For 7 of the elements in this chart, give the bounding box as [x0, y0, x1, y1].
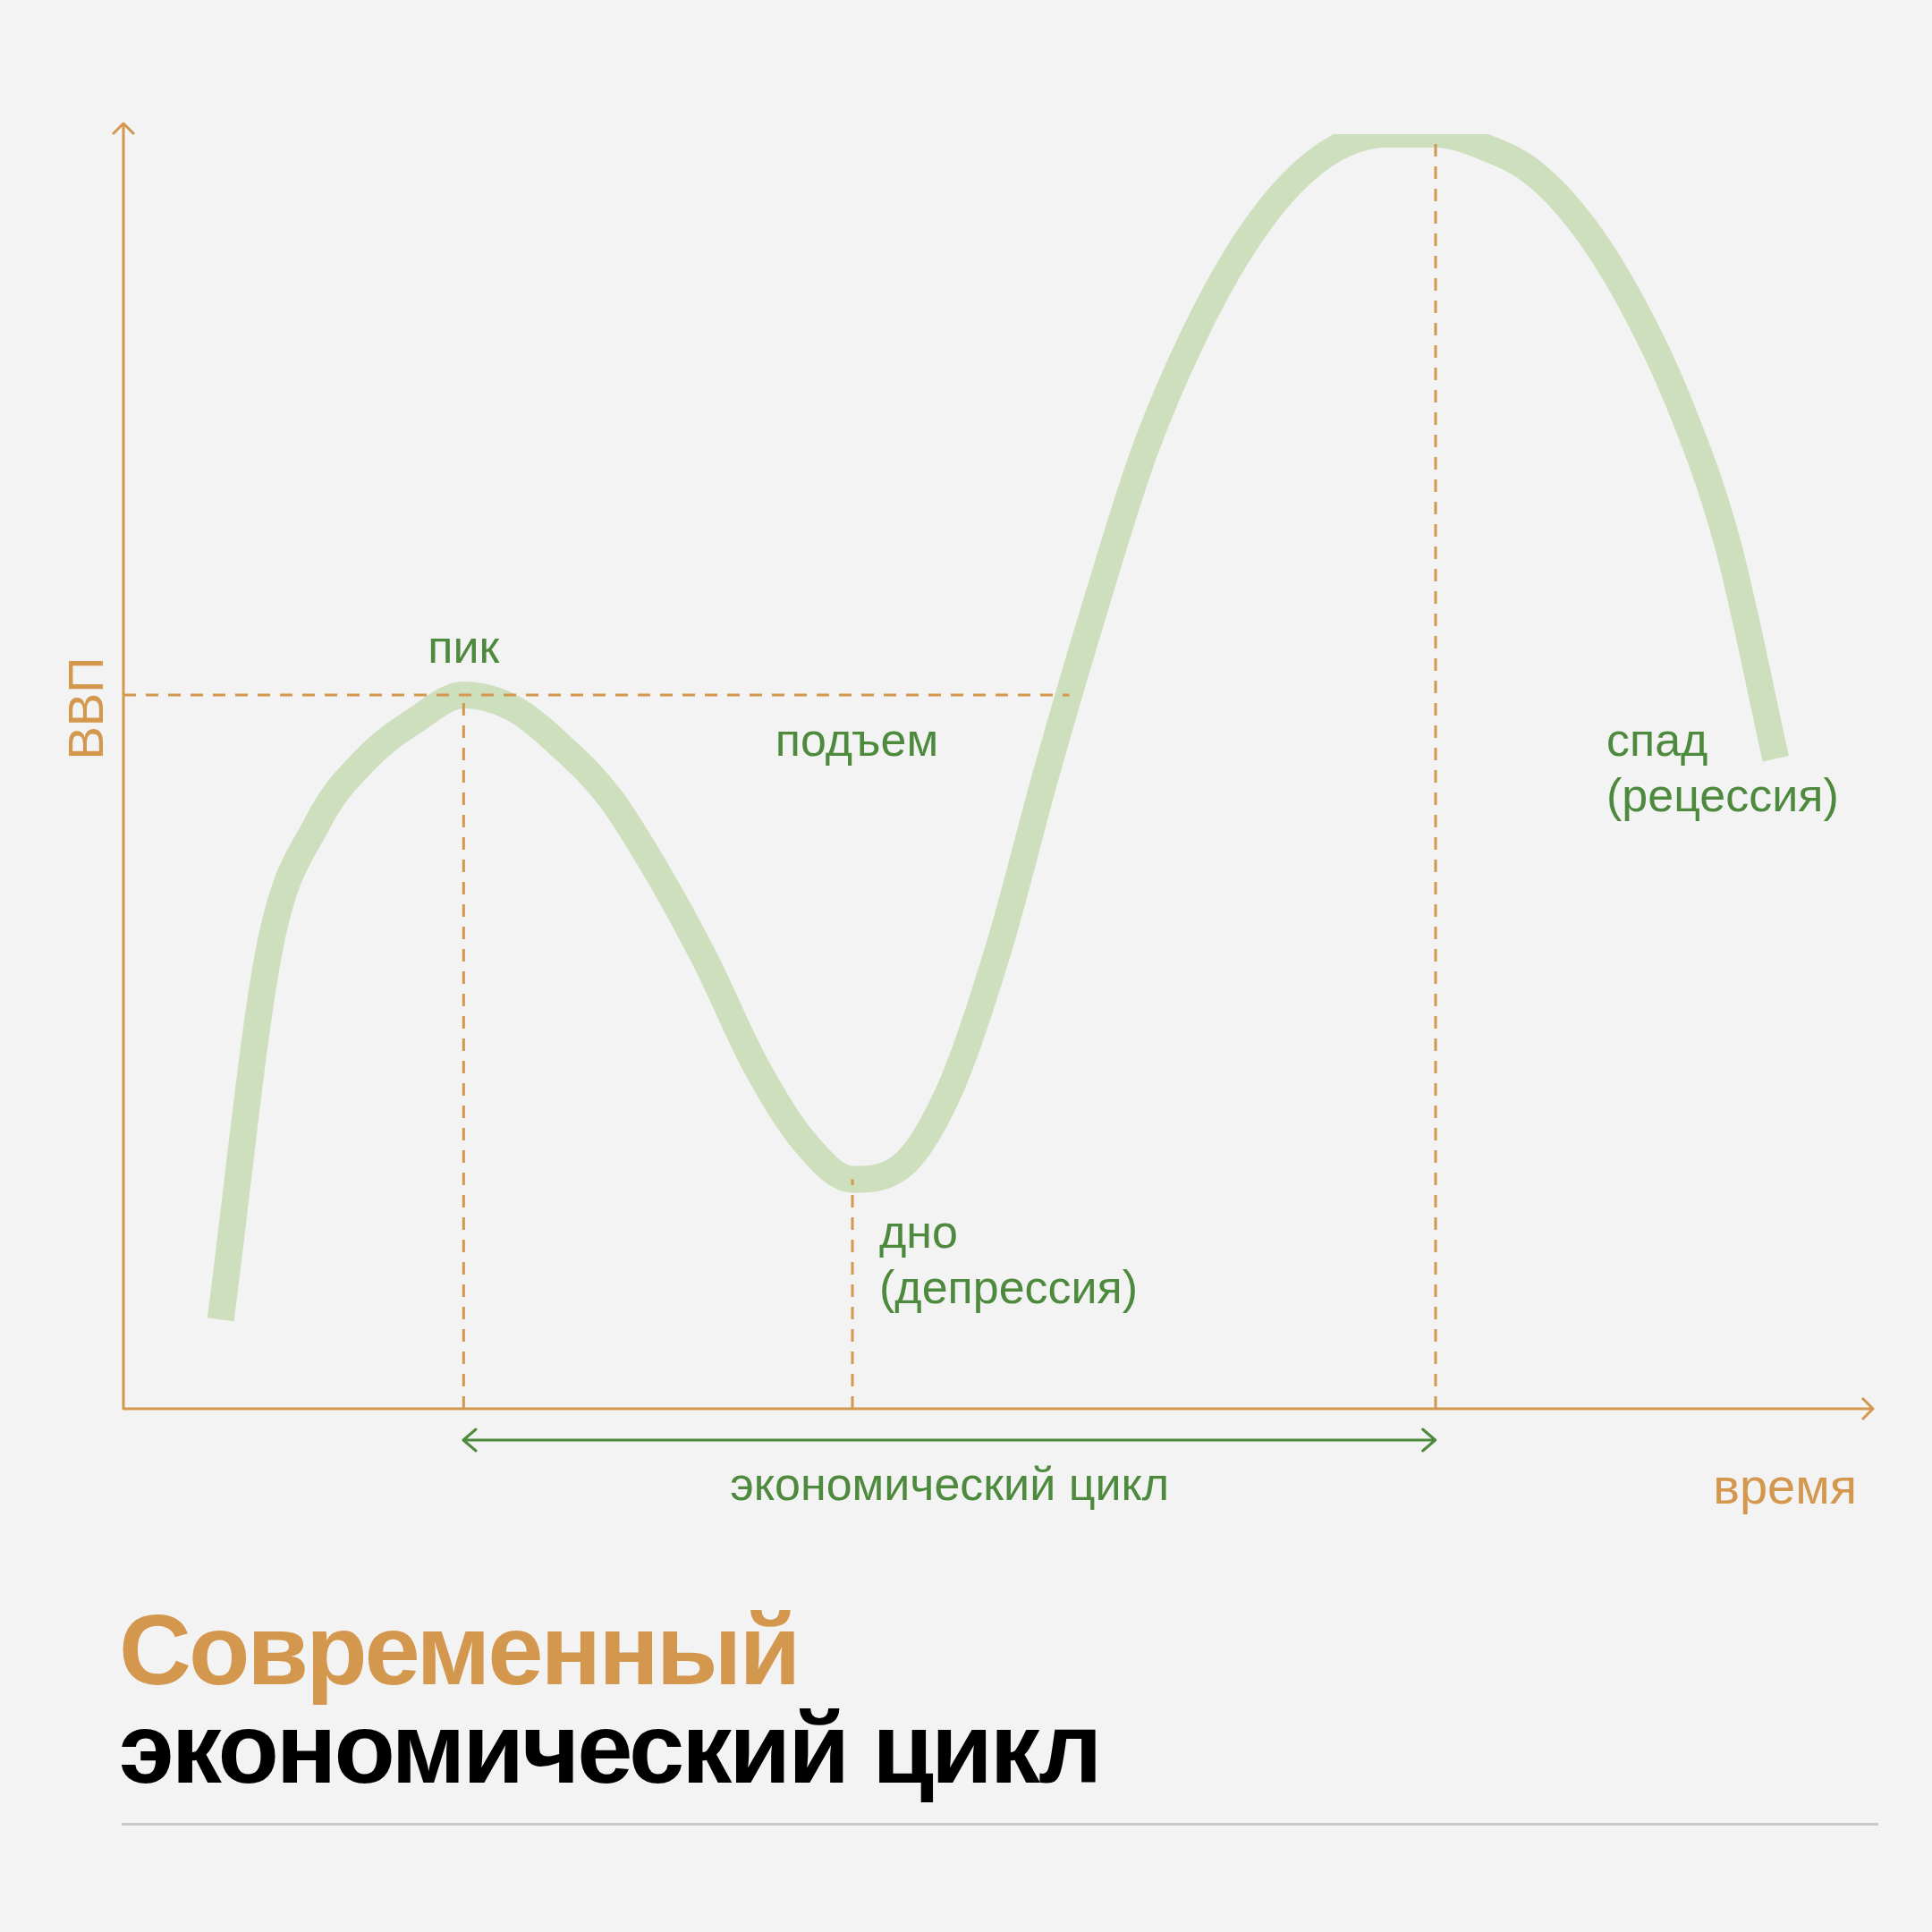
- annotation: подъем: [775, 713, 939, 767]
- y-axis-title: ВВП: [56, 657, 115, 760]
- x-axis-title: время: [1713, 1457, 1857, 1516]
- annotation: пик: [428, 620, 500, 674]
- text: экономический цикл: [730, 1457, 1170, 1512]
- annotation: спад (рецессия): [1606, 713, 1839, 824]
- annotation: дно (депрессия): [879, 1205, 1139, 1316]
